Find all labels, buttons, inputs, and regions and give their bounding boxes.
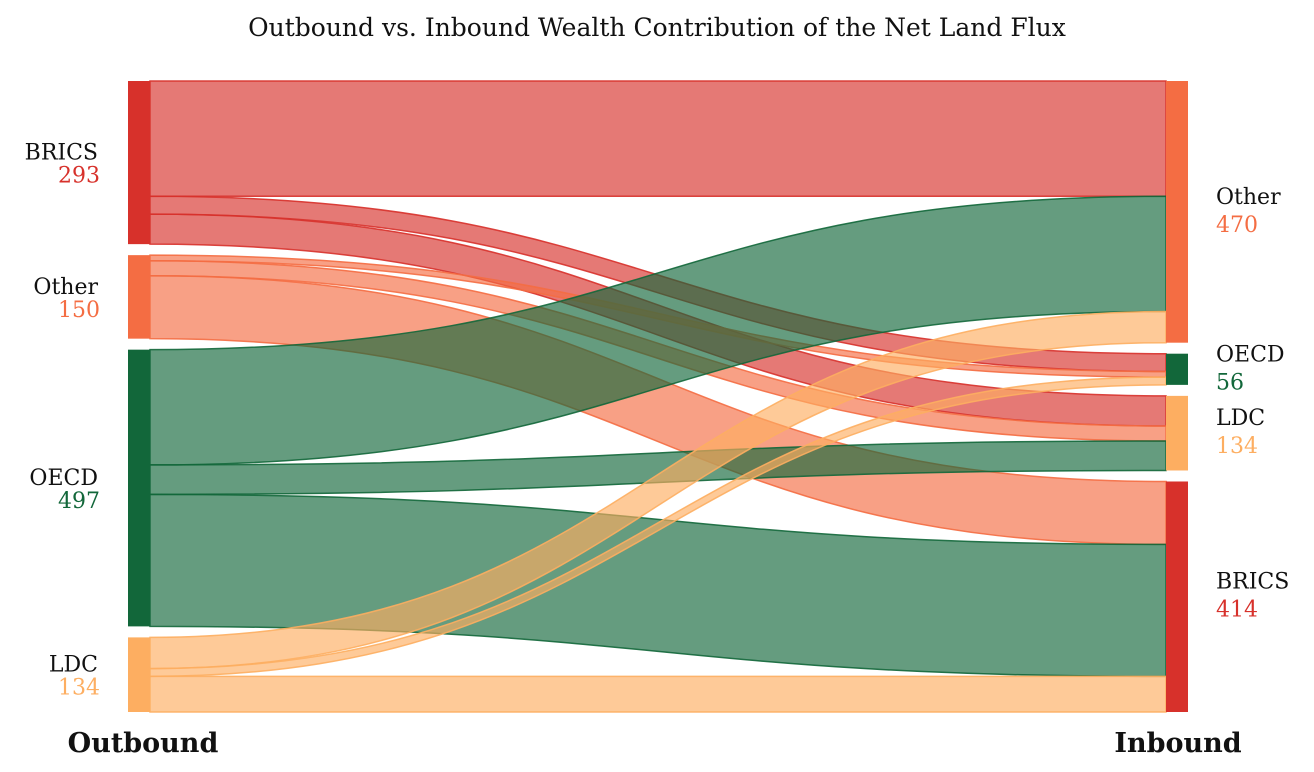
source-label-ldc: LDC [49,653,98,678]
source-node-other [128,255,150,339]
source-value-brics: 293 [58,164,100,189]
target-node-brics [1166,481,1188,712]
source-node-oecd [128,349,150,627]
target-label-ldc: LDC [1216,406,1265,431]
flow-ldc-to-brics [149,675,1167,713]
target-label-brics: BRICS [1216,570,1289,595]
source-value-oecd: 497 [58,489,100,514]
source-label-oecd: OECD [29,466,98,491]
source-node-brics [128,81,150,245]
source-label-brics: BRICS [25,141,98,166]
source-value-ldc: 134 [58,676,100,701]
flow-ldc-to-other [149,310,1167,670]
target-node-oecd [1166,353,1188,385]
target-value-other: 470 [1216,213,1258,238]
sankey-labels: BRICS293Other150OECD497LDC134Other470OEC… [25,141,1290,701]
target-node-ldc [1166,395,1188,471]
inbound-axis-label: Inbound [1114,728,1241,759]
target-value-brics: 414 [1216,598,1258,623]
target-value-ldc: 134 [1216,434,1258,459]
chart-title: Outbound vs. Inbound Wealth Contribution… [248,13,1066,42]
target-value-oecd: 56 [1216,370,1244,395]
source-node-ldc [128,637,150,712]
sankey-links [149,80,1167,713]
target-label-oecd: OECD [1216,342,1285,367]
source-value-other: 150 [58,298,100,323]
flow-brics-to-other [149,80,1167,198]
sankey-nodes [128,81,1188,712]
target-label-other: Other [1216,185,1281,210]
source-label-other: Other [33,275,98,300]
target-node-other [1166,81,1188,343]
outbound-axis-label: Outbound [68,728,219,759]
